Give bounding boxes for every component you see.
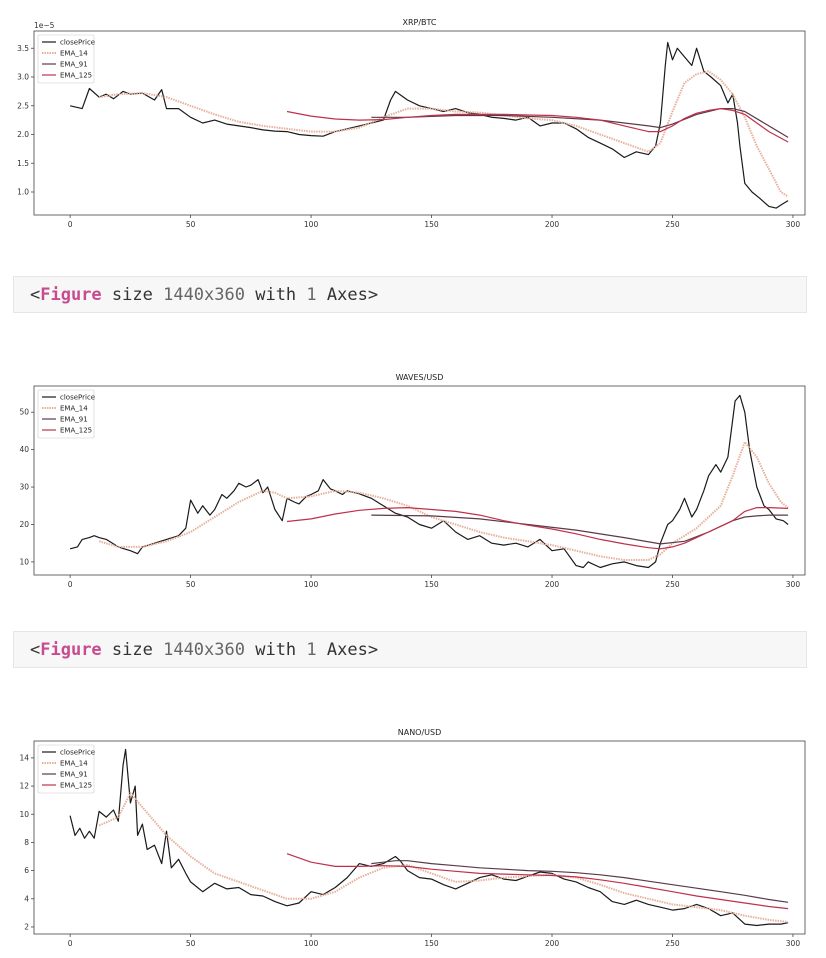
- legend-label: EMA_91: [60, 61, 88, 69]
- legend-box: [37, 34, 95, 84]
- series-line-ema-14: [98, 70, 789, 198]
- series-line-ema-125: [286, 853, 789, 910]
- legend-label: EMA_91: [60, 771, 88, 779]
- y-tick-label: 1.0: [17, 188, 29, 197]
- output-cell-1: <Figure size 1440x360 with 1 Axes>: [13, 276, 807, 313]
- x-tick-label: 50: [186, 220, 196, 229]
- series-line-closeprice: [69, 41, 789, 209]
- series-line-ema-91: [371, 860, 789, 903]
- x-tick-label: 300: [786, 580, 801, 589]
- x-tick-label: 50: [186, 580, 196, 589]
- axes-frame: [33, 385, 806, 576]
- series-line-ema-125: [286, 107, 789, 143]
- y-tick-label: 20: [19, 520, 29, 529]
- x-tick-label: 150: [424, 939, 439, 948]
- y-tick-label: 3.5: [17, 44, 29, 53]
- x-tick-label: 250: [665, 939, 680, 948]
- x-tick-label: 300: [786, 939, 801, 948]
- y-tick-label: 10: [19, 557, 29, 566]
- x-tick-label: 100: [304, 580, 319, 589]
- x-tick-label: 0: [68, 220, 73, 229]
- x-tick-label: 150: [424, 580, 439, 589]
- y-tick-label: 14: [19, 753, 29, 762]
- y-tick-label: 2.5: [17, 101, 29, 110]
- series-line-closeprice: [69, 748, 789, 927]
- chart-title: NANO/USD: [398, 728, 442, 737]
- y-tick-label: 2: [24, 922, 29, 931]
- figure-repr-1: <Figure size 1440x360 with 1 Axes>: [30, 285, 379, 305]
- x-tick-label: 0: [68, 580, 73, 589]
- x-tick-label: 100: [304, 220, 319, 229]
- series-line-ema-14: [98, 441, 789, 561]
- chart-waves-usd: WAVES/USD 0 50 100 150 200 250 300 10 20 30 40 50 clo…: [19, 373, 806, 589]
- legend-label: EMA_14: [60, 760, 88, 768]
- y-tick-label: 10: [19, 810, 29, 819]
- x-tick-label: 100: [304, 939, 319, 948]
- y-tick-label: 50: [19, 408, 29, 417]
- y-tick-label: 8: [24, 838, 29, 847]
- series-line-ema-125: [286, 507, 789, 550]
- x-tick-label: 300: [786, 220, 801, 229]
- series-line-ema-91: [371, 514, 789, 545]
- chart-title: XRP/BTC: [402, 18, 436, 27]
- y-tick-label: 2.0: [17, 130, 29, 139]
- y-tick-label: 3.0: [17, 73, 29, 82]
- output-cell-2: <Figure size 1440x360 with 1 Axes>: [13, 631, 807, 668]
- y-tick-label: 12: [19, 782, 29, 791]
- axes-frame: [33, 30, 806, 216]
- legend-label: EMA_91: [60, 416, 88, 424]
- x-tick-label: 200: [545, 580, 560, 589]
- legend-label: closePrice: [60, 39, 95, 47]
- y-tick-label: 1.5: [17, 159, 29, 168]
- y-tick-label: 30: [19, 483, 29, 492]
- x-tick-label: 200: [545, 220, 560, 229]
- legend-box: [37, 389, 95, 439]
- y-tick-label: 6: [24, 866, 29, 875]
- x-tick-label: 0: [68, 939, 73, 948]
- chart-xrp-btc: XRP/BTC 1e−5 0 50 100 150 200 250 300 1.0 1.5 2.0 2.…: [17, 18, 806, 229]
- legend-label: closePrice: [60, 749, 95, 757]
- series-line-ema-91: [371, 107, 789, 138]
- figure-repr-2: <Figure size 1440x360 with 1 Axes>: [30, 640, 379, 660]
- legend-label: EMA_14: [60, 50, 88, 58]
- x-tick-label: 150: [424, 220, 439, 229]
- x-tick-label: 250: [665, 580, 680, 589]
- legend-label: EMA_125: [60, 427, 92, 435]
- x-tick-label: 200: [545, 939, 560, 948]
- legend-box: [37, 744, 95, 794]
- x-tick-label: 50: [186, 939, 196, 948]
- axes-frame: [33, 740, 806, 935]
- chart-nano-usd: NANO/USD 0 50 100 150 200 250 300 2 4 6 8 10 12 14 clos…: [19, 728, 806, 948]
- legend-label: closePrice: [60, 394, 95, 402]
- y-tick-label: 4: [24, 894, 29, 903]
- chart-title: WAVES/USD: [396, 373, 444, 382]
- series-line-closeprice: [69, 394, 789, 569]
- legend-label: EMA_125: [60, 72, 92, 80]
- y-tick-label: 40: [19, 445, 29, 454]
- axis-offset-label: 1e−5: [34, 21, 55, 30]
- legend-label: EMA_14: [60, 405, 88, 413]
- series-line-ema-14: [98, 792, 789, 923]
- x-tick-label: 250: [665, 220, 680, 229]
- legend-label: EMA_125: [60, 782, 92, 790]
